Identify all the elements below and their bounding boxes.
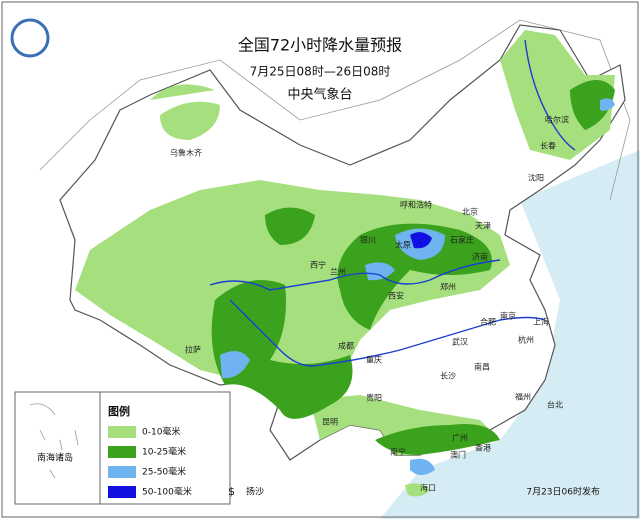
rain-25-50-d bbox=[600, 98, 615, 111]
agency: 中央气象台 bbox=[287, 87, 352, 103]
city: 乌鲁木齐 bbox=[170, 148, 202, 158]
city: 海口 bbox=[420, 483, 436, 493]
city: 呼和浩特 bbox=[400, 200, 432, 210]
city: 武汉 bbox=[452, 337, 468, 347]
inset-box bbox=[14, 391, 101, 505]
city: 广州 bbox=[452, 433, 468, 443]
city: 成都 bbox=[338, 341, 354, 351]
yangtze-river bbox=[229, 299, 546, 367]
city: 郑州 bbox=[440, 282, 456, 292]
city: 重庆 bbox=[366, 355, 382, 365]
city: 兰州 bbox=[330, 267, 346, 277]
city: 澳门 bbox=[450, 450, 466, 460]
rain-10-25-ne bbox=[570, 80, 615, 130]
inset-islands bbox=[29, 403, 79, 479]
rain-50-100 bbox=[410, 232, 432, 249]
legend-swatch bbox=[108, 446, 136, 458]
issue-time: 7月23日06时发布 bbox=[526, 486, 600, 498]
yellow-river bbox=[209, 259, 501, 291]
legend-label: 0-10毫米 bbox=[142, 426, 180, 438]
city: 西宁 bbox=[310, 260, 326, 270]
city: 贵阳 bbox=[366, 393, 382, 403]
city: 西安 bbox=[388, 291, 404, 301]
rain-25-50-b bbox=[365, 262, 395, 281]
legend-title: 图例 bbox=[108, 404, 130, 418]
hainan bbox=[405, 483, 430, 497]
city: 哈尔滨 bbox=[545, 115, 569, 125]
city: 福州 bbox=[515, 393, 531, 402]
city: 拉萨 bbox=[185, 345, 201, 355]
inset-label: 南海诸岛 bbox=[37, 452, 73, 464]
neighbor-borders bbox=[39, 19, 631, 201]
city: 南京 bbox=[500, 311, 516, 321]
city: 长春 bbox=[540, 141, 556, 151]
rain-25-50-e bbox=[410, 458, 435, 475]
city: 太原 bbox=[395, 240, 411, 250]
legend-swatch bbox=[108, 486, 136, 498]
sand-icon: $ bbox=[228, 485, 235, 498]
legend-swatch bbox=[108, 466, 136, 478]
map-title: 全国72小时降水量预报 bbox=[238, 36, 402, 55]
city: 石家庄 bbox=[450, 235, 474, 245]
city: 上海 bbox=[533, 317, 549, 327]
city: 沈阳 bbox=[528, 173, 544, 183]
city-labels: 乌鲁木齐 哈尔滨 长春 沈阳 呼和浩特 北京 天津 石家庄 太原 济南 银川 兰… bbox=[170, 115, 569, 493]
legend-label: 25-50毫米 bbox=[142, 466, 186, 478]
city: 香港 bbox=[475, 443, 491, 453]
legend-label: 10-25毫米 bbox=[142, 446, 186, 458]
city: 北京 bbox=[462, 207, 478, 217]
legend-items: 0-10毫米 10-25毫米 25-50毫米 50-100毫米 bbox=[108, 426, 192, 498]
city: 银川 bbox=[360, 235, 376, 245]
legend-label: 50-100毫米 bbox=[142, 486, 192, 498]
rain-25-50-c bbox=[220, 351, 250, 379]
sea bbox=[380, 150, 640, 519]
city: 昆明 bbox=[322, 418, 338, 427]
rain-10-25-north bbox=[337, 223, 492, 330]
rain-10-25-sw bbox=[211, 280, 353, 419]
rain-10-25-south bbox=[375, 424, 500, 455]
city: 天津 bbox=[475, 221, 491, 231]
songhua-river bbox=[524, 39, 576, 151]
city: 济南 bbox=[472, 252, 488, 262]
city: 南昌 bbox=[474, 362, 490, 372]
city: 杭州 bbox=[518, 335, 534, 345]
logo bbox=[10, 18, 50, 58]
legend-swatch bbox=[108, 426, 136, 438]
rain-0-10-xinjiang bbox=[150, 84, 220, 140]
sand-label: 扬沙 bbox=[246, 486, 264, 498]
city: 台北 bbox=[547, 400, 563, 410]
city: 南宁 bbox=[390, 447, 406, 457]
map-subtitle: 7月25日08时—26日08时 bbox=[250, 65, 391, 79]
city: 长沙 bbox=[440, 371, 456, 381]
city: 合肥 bbox=[480, 317, 496, 327]
rain-10-25 bbox=[265, 207, 315, 245]
